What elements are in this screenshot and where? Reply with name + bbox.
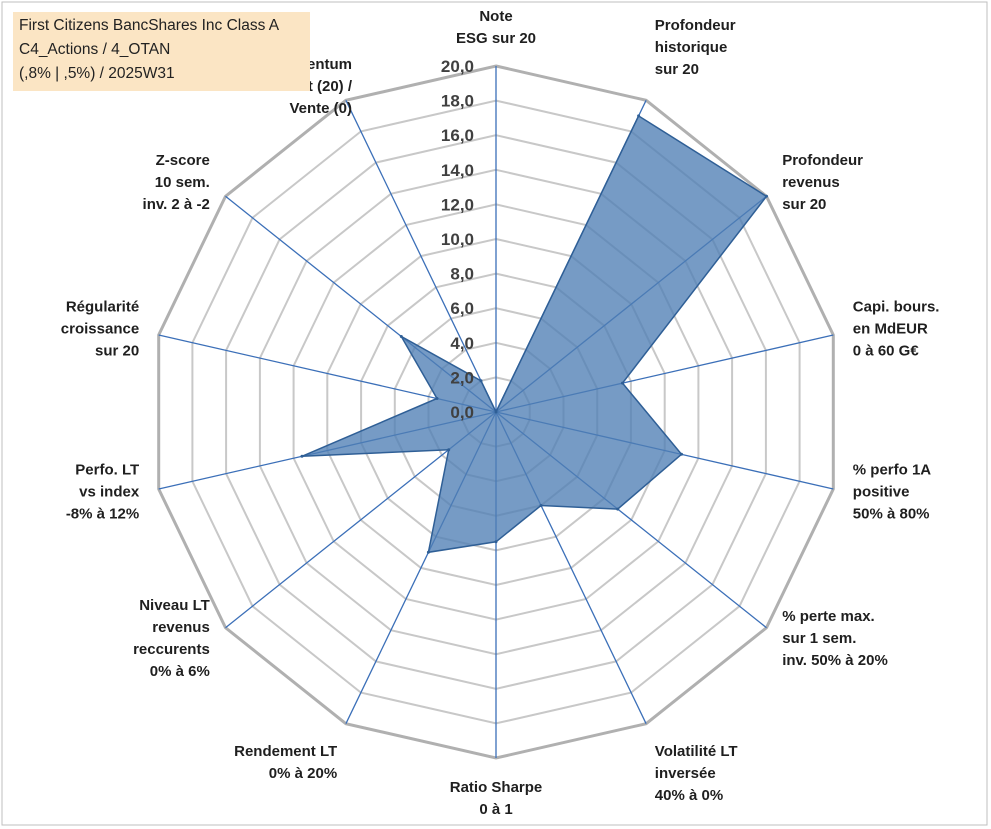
axis-label-12: Z-score 10 sem. inv. 2 à -2 — [143, 152, 210, 213]
title-line-2: C4_Actions / 4_OTAN — [19, 41, 171, 58]
tick-label-8: 16,0 — [441, 126, 474, 145]
title-line-3: (,8% | ,5%) / 2025W31 — [19, 65, 175, 82]
series-layer — [300, 114, 768, 554]
axis-label-2-line-1: revenus — [782, 174, 840, 191]
axis-label-4: % perfo 1A positive 50% à 80% — [853, 461, 932, 522]
series-point-1 — [637, 114, 641, 118]
series-point-2 — [765, 194, 768, 198]
axis-label-9-line-2: reccurents — [133, 641, 210, 658]
title-line-1: First Citizens BancShares Inc Class A — [19, 17, 280, 34]
axis-label-12-line-2: inv. 2 à -2 — [143, 196, 210, 213]
axis-label-11-line-0: Régularité — [66, 299, 139, 316]
axis-label-5-line-1: sur 1 sem. — [782, 630, 856, 647]
axis-labels-layer: Note ESG sur 20 Profondeur historique sur 20… — [61, 8, 940, 818]
axis-label-12-line-1: 10 sem. — [155, 174, 210, 191]
axis-label-1-line-1: historique — [655, 39, 728, 56]
axis-label-11-line-1: croissance — [61, 321, 139, 338]
tick-label-7: 14,0 — [441, 161, 474, 180]
axis-label-9: Niveau LT revenus reccurents 0% à 6% — [133, 597, 210, 680]
axis-label-6-line-1: inversée — [655, 765, 716, 782]
axis-label-3-line-1: en MdEUR — [853, 321, 928, 338]
axis-label-3: Capi. bours. en MdEUR 0 à 60 G€ — [853, 299, 940, 360]
spoke-13 — [345, 100, 497, 413]
axis-label-9-line-1: revenus — [152, 619, 210, 636]
series-point-11 — [435, 397, 439, 400]
tick-label-5: 10,0 — [441, 230, 474, 249]
axis-label-7: Ratio Sharpe 0 à 1 — [450, 779, 543, 818]
axis-label-5: % perte max. sur 1 sem. inv. 50% à 20% — [782, 608, 888, 669]
axis-label-4-line-0: % perfo 1A — [853, 461, 932, 478]
series-point-5 — [616, 507, 620, 511]
axis-label-10-line-2: -8% à 12% — [66, 505, 139, 522]
chart-title-box: First Citizens BancShares Inc Class A C4… — [13, 12, 310, 91]
axis-label-4-line-2: 50% à 80% — [853, 505, 930, 522]
axis-label-8-line-1: 0% à 20% — [269, 765, 337, 782]
axis-label-0-line-1: ESG sur 20 — [456, 30, 536, 47]
axis-label-2-line-0: Profondeur — [782, 152, 863, 169]
axis-label-8: Rendement LT 0% à 20% — [234, 743, 337, 782]
tick-label-3: 6,0 — [450, 299, 474, 318]
axis-label-1-line-0: Profondeur — [655, 17, 736, 34]
axis-label-10: Perfo. LT vs index -8% à 12% — [66, 461, 140, 522]
series-point-6 — [539, 504, 543, 507]
axis-label-8-line-0: Rendement LT — [234, 743, 337, 760]
tick-labels-layer: 0,0 2,0 4,0 6,0 8,0 10,0 12,0 14,0 16,0 18,0 20,0 — [441, 57, 474, 422]
axis-label-13-line-2: Vente (0) — [289, 100, 352, 117]
series-point-10 — [300, 454, 304, 458]
axis-label-5-line-2: inv. 50% à 20% — [782, 652, 888, 669]
axis-label-4-line-1: positive — [853, 483, 910, 500]
axis-label-6-line-0: Volatilité LT — [655, 743, 738, 760]
series-point-0 — [494, 410, 498, 414]
axis-label-3-line-0: Capi. bours. — [853, 299, 940, 316]
tick-label-0: 0,0 — [450, 403, 474, 422]
tick-label-10: 20,0 — [441, 57, 474, 76]
axis-label-9-line-3: 0% à 6% — [150, 663, 210, 680]
axis-label-12-line-0: Z-score — [156, 152, 210, 169]
axis-label-3-line-2: 0 à 60 G€ — [853, 343, 920, 360]
series-point-12 — [399, 335, 403, 338]
tick-label-1: 2,0 — [450, 368, 474, 387]
series-point-4 — [680, 452, 683, 456]
axis-label-1: Profondeur historique sur 20 — [655, 17, 736, 78]
axis-label-6: Volatilité LT inversée 40% à 0% — [655, 743, 738, 804]
tick-label-6: 12,0 — [441, 195, 474, 214]
series-point-3 — [621, 381, 624, 385]
series-point-13 — [479, 379, 483, 383]
series-point-9 — [447, 448, 451, 452]
axis-label-10-line-1: vs index — [79, 483, 140, 500]
axis-label-2-line-2: sur 20 — [782, 196, 826, 213]
tick-label-9: 18,0 — [441, 92, 474, 111]
tick-label-4: 8,0 — [450, 265, 474, 284]
tick-label-2: 4,0 — [450, 334, 474, 353]
axis-label-1-line-2: sur 20 — [655, 61, 699, 78]
series-point-7 — [494, 540, 498, 544]
axis-label-11-line-2: sur 20 — [95, 343, 139, 360]
series-point-8 — [426, 550, 430, 554]
axis-label-7-line-0: Ratio Sharpe — [450, 779, 543, 796]
axis-label-0: Note ESG sur 20 — [456, 8, 536, 47]
axis-label-0-line-0: Note — [479, 8, 512, 25]
axis-label-6-line-2: 40% à 0% — [655, 787, 723, 804]
axis-label-2: Profondeur revenus sur 20 — [782, 152, 863, 213]
axis-label-5-line-0: % perte max. — [782, 608, 875, 625]
axis-label-9-line-0: Niveau LT — [139, 597, 210, 614]
axis-label-10-line-0: Perfo. LT — [75, 461, 139, 478]
axis-label-7-line-1: 0 à 1 — [479, 801, 512, 818]
axis-label-11: Régularité croissance sur 20 — [61, 299, 139, 360]
